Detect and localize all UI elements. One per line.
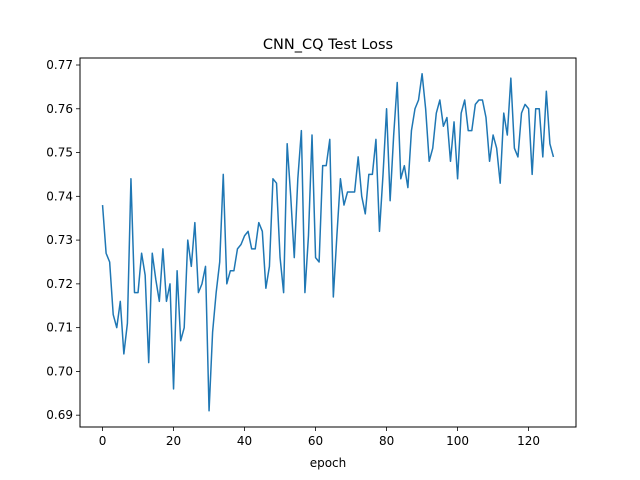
y-tick-label: 0.72 <box>46 277 73 291</box>
x-axis-ticks: 0 20 40 60 80 100 120 <box>99 427 540 448</box>
plot-frame <box>79 57 577 428</box>
x-tick-label: 20 <box>166 434 181 448</box>
y-tick-label: 0.71 <box>46 321 73 335</box>
y-tick-label: 0.70 <box>46 364 73 378</box>
y-tick-label: 0.75 <box>46 146 73 160</box>
y-tick-label: 0.73 <box>46 233 73 247</box>
plot-area <box>101 73 555 412</box>
x-tick-label: 120 <box>517 434 540 448</box>
x-tick-label: 0 <box>99 434 107 448</box>
y-axis-ticks: 0.69 0.70 0.71 0.72 0.73 0.74 0.75 0.76 0.77 <box>46 58 80 422</box>
x-axis-label: epoch <box>310 456 347 470</box>
y-tick-label: 0.77 <box>46 58 73 72</box>
x-tick-label: 40 <box>237 434 252 448</box>
x-tick-label: 80 <box>379 434 394 448</box>
y-tick-label: 0.74 <box>46 189 73 203</box>
x-tick-label: 100 <box>446 434 469 448</box>
series-line-0 <box>101 73 555 412</box>
y-tick-label: 0.69 <box>46 408 73 422</box>
x-tick-label: 60 <box>308 434 323 448</box>
y-tick-label: 0.76 <box>46 102 73 116</box>
chart-title: CNN_CQ Test Loss <box>263 37 393 53</box>
